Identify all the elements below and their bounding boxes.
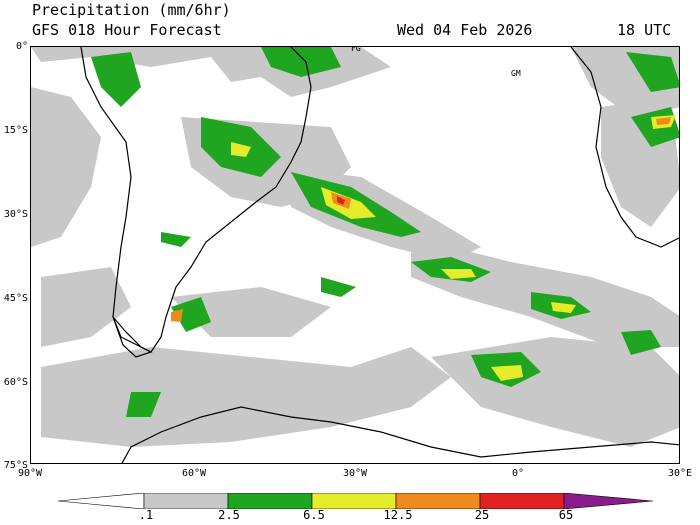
lon-label-0: 0° (511, 468, 525, 479)
lon-label-60w: 60°W (181, 468, 207, 479)
lat-label-45s: 45°S (3, 293, 28, 304)
precip-band-east-atlantic (411, 237, 679, 347)
colorbar-tick-25: 25 (474, 508, 490, 522)
antarctica-coast (121, 406, 679, 463)
lon-label-30e: 30°E (667, 468, 693, 479)
precip-band-pacific-mid (41, 267, 131, 347)
lat-label-15s: 15°S (3, 125, 28, 136)
lat-label-75s: 75°S (3, 460, 28, 471)
lat-label-0: 0° (15, 41, 28, 52)
lat-label-60s: 60°S (3, 377, 28, 388)
map-title: Precipitation (mm/6hr) (32, 1, 231, 19)
forecast-time: 18 UTC (617, 21, 672, 39)
place-label-gm: GM (511, 69, 521, 78)
africa-coast (570, 47, 679, 248)
coastlines (80, 47, 679, 463)
forecast-subtitle: GFS 018 Hour Forecast (32, 21, 222, 39)
precip-band-mid-south (171, 287, 331, 337)
colorbar-tick-2.5: 2.5 (218, 508, 240, 522)
lon-label-30w: 30°W (342, 468, 368, 479)
colorbar-segment-red (479, 493, 565, 509)
precipitation-map: FG GM (30, 46, 680, 464)
south-america-coast (80, 47, 312, 353)
colorbar-segment-orange (395, 493, 481, 509)
colorbar-segment-purple (563, 493, 654, 509)
intense-precip-areas (171, 117, 671, 322)
place-label-fg: FG (351, 46, 361, 53)
tierra-del-fuego (112, 316, 153, 358)
colorbar-tick-6.5: 6.5 (303, 508, 325, 522)
forecast-date: Wed 04 Feb 2026 (397, 21, 533, 39)
light-precip-areas (31, 47, 679, 447)
colorbar-tick-65: 65 (558, 508, 574, 522)
precip-band-south-east (431, 337, 679, 447)
colorbar-tick-0.1: .1 (138, 508, 154, 522)
colorbar-tick-12.5: 12.5 (383, 508, 413, 522)
map-canvas (31, 47, 679, 463)
colorbar-segment-yellow (311, 493, 397, 509)
precip-band-west-pacific (31, 87, 101, 247)
colorbar-segment-green (227, 493, 313, 509)
precip-colorbar (58, 493, 654, 509)
colorbar-segment-grey (143, 493, 229, 509)
lat-label-30s: 30°S (3, 209, 28, 220)
precip-band-south-pacific (41, 347, 451, 447)
colorbar-segment-white (58, 493, 145, 509)
lon-label-90w: 90°W (17, 468, 43, 479)
